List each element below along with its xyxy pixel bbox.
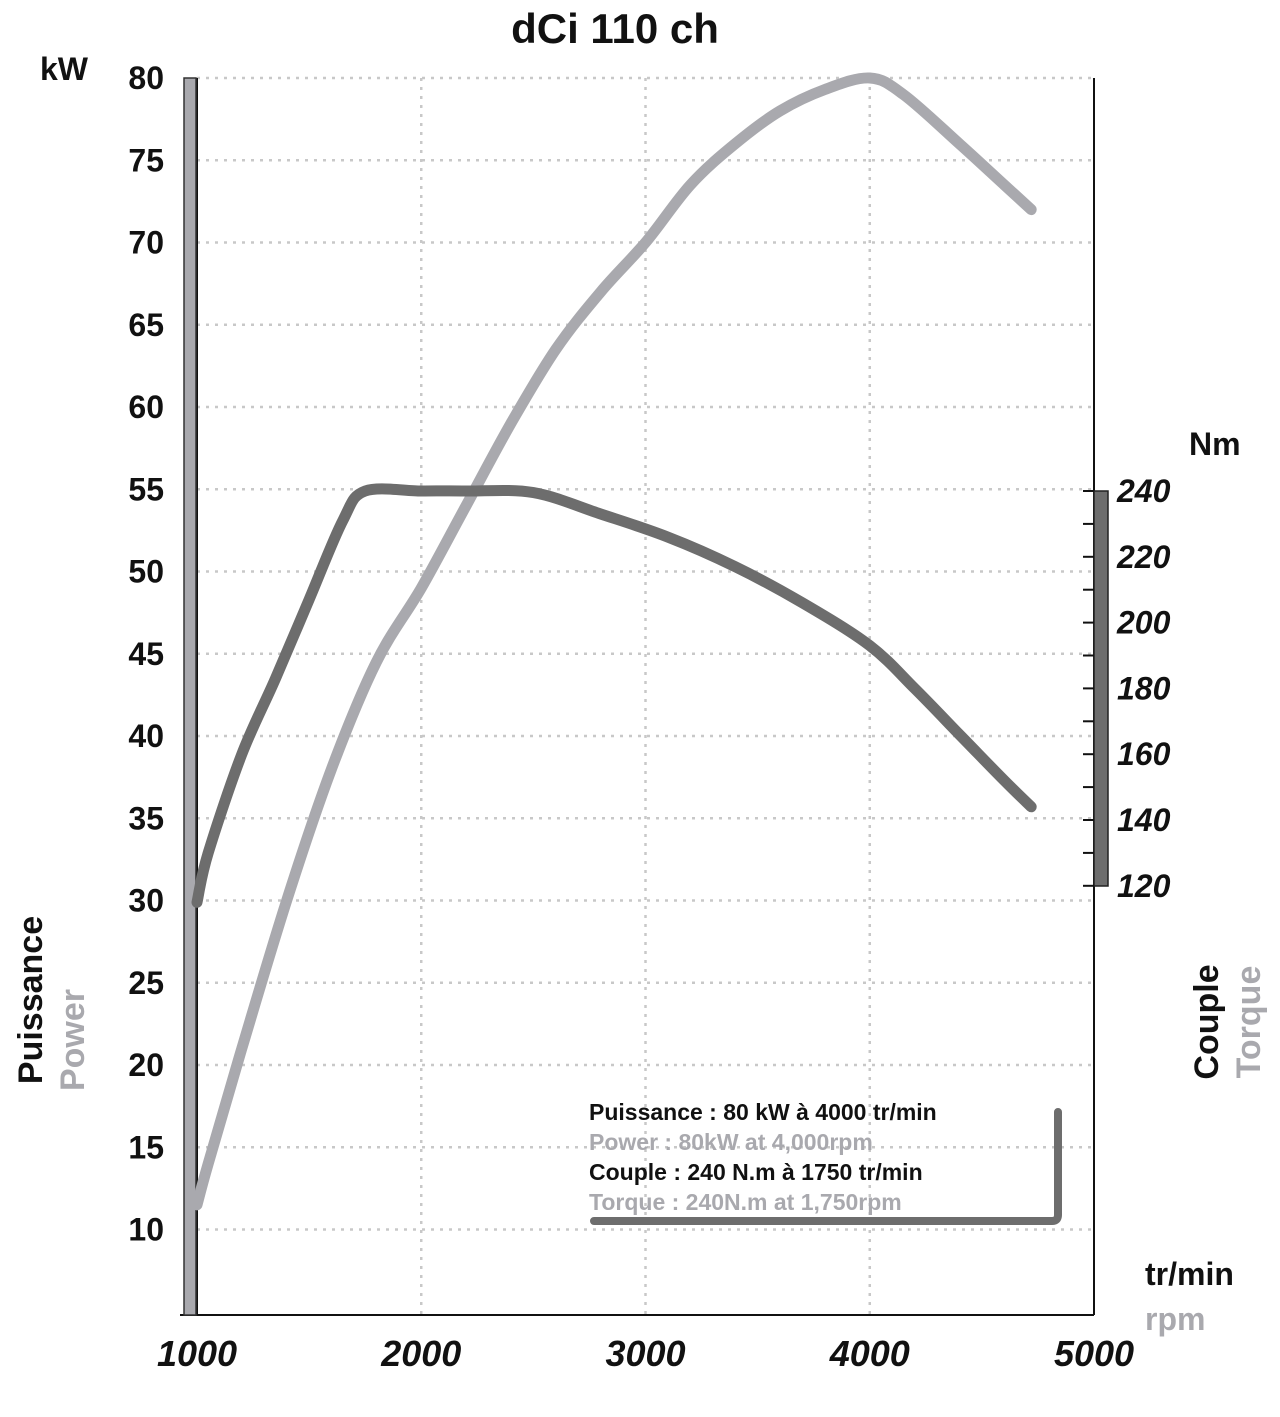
right-unit-label: Nm — [1189, 426, 1241, 462]
left-axis-tick-label: 65 — [128, 307, 164, 343]
x-axis-tick-label: 2000 — [380, 1333, 461, 1374]
x-unit-secondary: rpm — [1145, 1301, 1205, 1337]
info-line-torque: Torque : 240N.m at 1,750rpm — [589, 1189, 902, 1215]
left-axis-tick-label: 20 — [128, 1047, 164, 1083]
info-line-power: Power : 80kW at 4,000rpm — [589, 1129, 873, 1155]
left-axis-labels: 80 75 70 65 60 55 50 45 40 35 30 25 20 15 10 — [128, 60, 164, 1248]
grid — [197, 76, 1094, 1315]
left-axis-tick-label: 55 — [128, 471, 164, 507]
info-line-couple: Couple : 240 N.m à 1750 tr/min — [589, 1159, 923, 1185]
left-axis-tick-label: 35 — [128, 800, 164, 836]
right-axis-tick-label: 220 — [1116, 539, 1171, 575]
left-axis-title-primary: Puissance — [12, 916, 50, 1084]
left-axis-tick-label: 25 — [128, 965, 164, 1001]
x-axis-tick-label: 3000 — [605, 1333, 685, 1374]
right-axis-tick-label: 140 — [1117, 802, 1171, 838]
chart-title: dCi 110 ch — [511, 5, 719, 52]
left-axis-tick-label: 60 — [128, 389, 164, 425]
right-axis-ticks — [1083, 490, 1094, 887]
x-axis-tick-label: 4000 — [829, 1333, 910, 1374]
left-axis-tick-label: 40 — [128, 718, 164, 754]
left-axis-tick-label: 70 — [128, 225, 164, 261]
left-axis-bar — [183, 77, 197, 1316]
left-axis-tick-label: 50 — [128, 554, 164, 590]
left-axis-tick-label: 45 — [128, 636, 164, 672]
info-line-puissance: Puissance : 80 kW à 4000 tr/min — [589, 1099, 937, 1125]
left-axis-title-secondary: Power — [54, 989, 92, 1091]
left-axis-tick-label: 30 — [128, 883, 164, 919]
x-axis-tick-label: 1000 — [157, 1333, 237, 1374]
right-axis-tick-label: 160 — [1117, 736, 1171, 772]
left-axis-tick-label: 10 — [128, 1212, 164, 1248]
right-axis-tick-label: 200 — [1116, 605, 1171, 641]
right-axis-tick-label: 240 — [1116, 473, 1171, 509]
series-group — [191, 72, 1037, 1211]
left-axis-tick-label: 15 — [128, 1129, 164, 1165]
right-axis-bar — [1093, 490, 1109, 887]
x-axis-tick-label: 5000 — [1054, 1333, 1134, 1374]
right-axis-tick-label: 180 — [1117, 670, 1171, 706]
series-line-torque — [191, 483, 1037, 908]
left-axis-tick-label: 75 — [128, 142, 164, 178]
info-box-border — [590, 1108, 1062, 1225]
right-axis-title-primary: Couple — [1188, 964, 1226, 1079]
left-axis-tick-label: 80 — [128, 60, 164, 96]
series-line-power — [191, 72, 1037, 1211]
x-axis-labels: 1000 2000 3000 4000 5000 — [157, 1333, 1134, 1374]
right-axis-tick-label: 120 — [1117, 868, 1171, 904]
left-unit-label: kW — [40, 51, 89, 87]
right-axis-labels: 240 220 200 180 160 140 120 — [1116, 473, 1171, 904]
x-unit-primary: tr/min — [1145, 1256, 1234, 1292]
right-axis-title-secondary: Torque — [1230, 966, 1268, 1079]
info-box: Puissance : 80 kW à 4000 tr/min Power : … — [589, 1099, 1062, 1225]
